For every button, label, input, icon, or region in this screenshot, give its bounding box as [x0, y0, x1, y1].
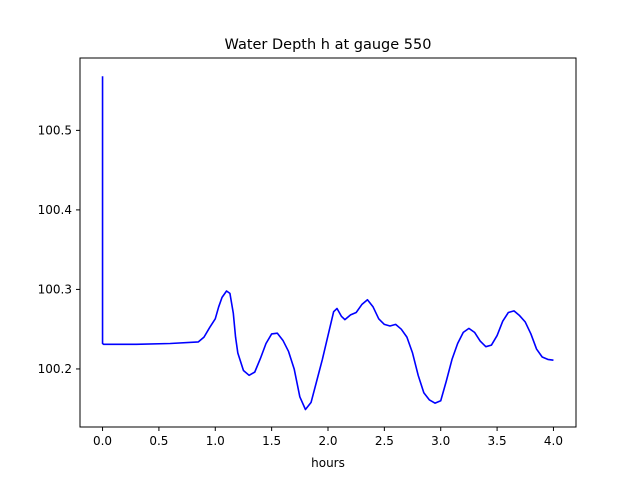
x-tick-label: 1.5 — [262, 434, 281, 448]
axes-frame — [79, 57, 577, 428]
x-axis-label: hours — [311, 456, 345, 470]
y-tick-label: 100.3 — [38, 282, 72, 296]
x-tick-label: 2.0 — [318, 434, 337, 448]
y-tick-label: 100.5 — [38, 123, 72, 137]
x-tick-label: 1.0 — [206, 434, 225, 448]
x-tick-label: 4.0 — [544, 434, 563, 448]
chart-title: Water Depth h at gauge 550 — [225, 37, 432, 53]
x-tick-label: 0.5 — [149, 434, 168, 448]
x-tick-label: 3.5 — [488, 434, 507, 448]
plot-area: 0.0 0.5 1.0 1.5 2.0 2.5 3.0 3.5 4.0 100.2 100.3 100… — [38, 57, 577, 448]
x-tick-label: 3.0 — [431, 434, 450, 448]
y-tick-label: 100.2 — [38, 362, 72, 376]
y-tick-label: 100.4 — [38, 203, 72, 217]
x-tick-label: 2.5 — [375, 434, 394, 448]
x-tick-label: 0.0 — [93, 434, 112, 448]
series-line-0 — [101, 76, 554, 411]
